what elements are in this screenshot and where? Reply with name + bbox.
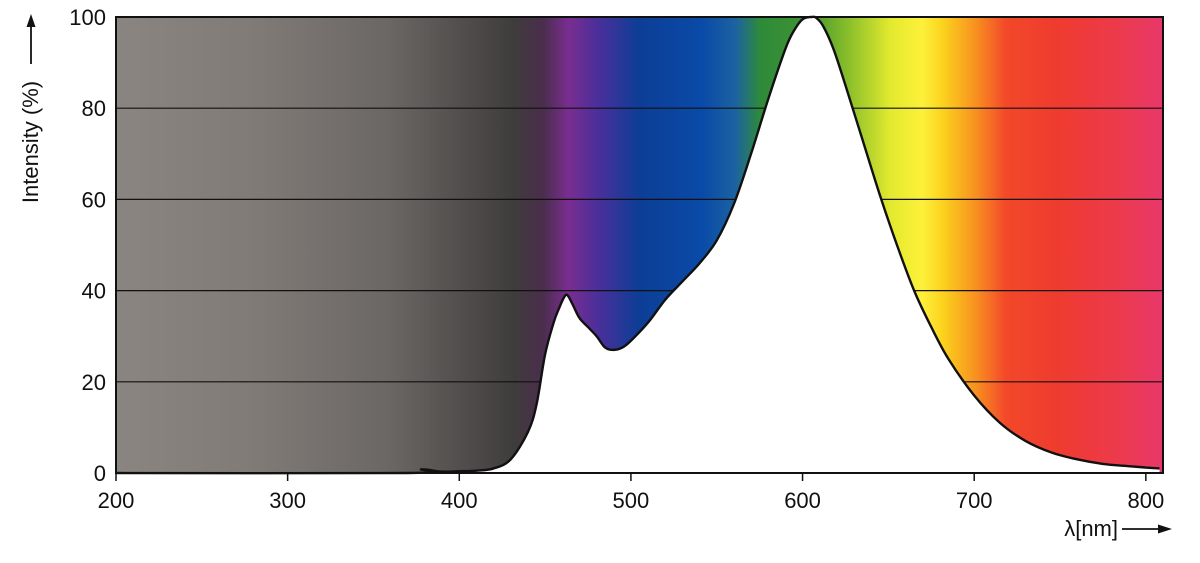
x-axis-arrowhead xyxy=(1158,524,1172,534)
y-tick-label-60: 60 xyxy=(82,187,106,212)
plot-border xyxy=(115,16,1164,474)
x-tick-label-400: 400 xyxy=(441,488,478,513)
y-tick-label-80: 80 xyxy=(82,96,106,121)
x-tick-label-300: 300 xyxy=(269,488,306,513)
x-axis-label: λ[nm] xyxy=(1064,516,1118,541)
intensity-area-fill xyxy=(116,16,1160,474)
x-tick-label-800: 800 xyxy=(1127,488,1164,513)
x-tick-label-200: 200 xyxy=(98,488,135,513)
gridlines xyxy=(116,107,1163,383)
axis-labels: Intensity (%) λ[nm] xyxy=(18,14,1172,541)
data-curve xyxy=(115,15,1160,475)
y-axis-label: Intensity (%) xyxy=(18,81,43,203)
y-axis-arrowhead xyxy=(26,14,36,27)
y-tick-label-0: 0 xyxy=(94,461,106,486)
x-axis-ticks: 200 300 400 500 600 700 800 xyxy=(98,473,1164,513)
plot-frame xyxy=(115,16,1164,474)
intensity-line xyxy=(115,15,1160,475)
x-tick-label-600: 600 xyxy=(784,488,821,513)
x-tick-label-700: 700 xyxy=(956,488,993,513)
y-axis-ticks: 0 20 40 60 80 100 xyxy=(69,5,106,486)
y-tick-label-40: 40 xyxy=(82,279,106,304)
y-tick-label-20: 20 xyxy=(82,370,106,395)
y-tick-label-100: 100 xyxy=(69,5,106,30)
x-tick-label-500: 500 xyxy=(613,488,650,513)
